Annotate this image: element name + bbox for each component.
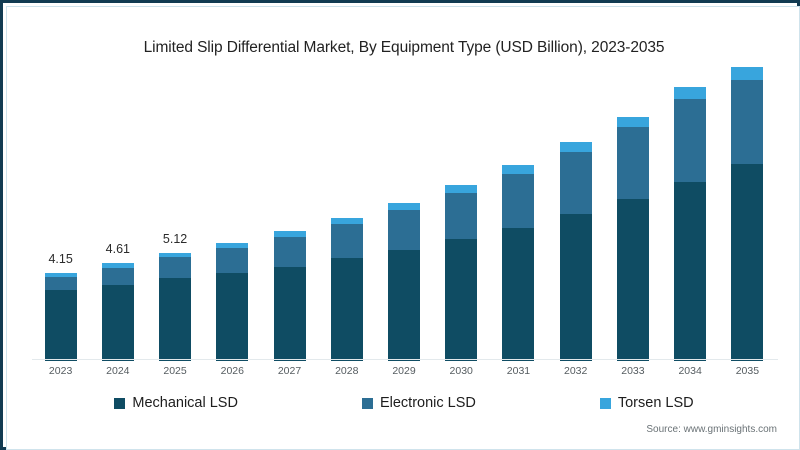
bar-stack — [388, 202, 420, 361]
bar-segment — [731, 66, 764, 80]
bar-segment — [674, 98, 707, 183]
bar-stack — [273, 231, 306, 361]
bar-segment — [445, 192, 478, 240]
x-axis-tick: 2027 — [277, 365, 302, 377]
bar-segment — [731, 164, 764, 361]
bar-group — [378, 69, 430, 361]
bar-group — [492, 69, 544, 361]
bar-segment — [616, 199, 649, 361]
x-axis-tick: 2025 — [163, 365, 187, 377]
legend-item[interactable]: Torsen LSD — [599, 395, 694, 411]
bar-segment — [559, 151, 592, 214]
bar-stack — [159, 252, 192, 361]
bar-segment — [159, 252, 192, 258]
legend-swatch-icon — [599, 397, 611, 409]
bar-stack — [674, 87, 707, 361]
legend-label: Torsen LSD — [617, 395, 694, 411]
bar-segment — [559, 142, 592, 152]
bar-value-label: 5.12 — [162, 231, 188, 246]
bar-segment — [101, 263, 134, 268]
bar-segment — [159, 278, 192, 361]
bar-group — [721, 66, 773, 361]
x-axis-tick: 2028 — [335, 365, 359, 377]
legend-label: Electronic LSD — [379, 395, 476, 411]
legend-label: Mechanical LSD — [132, 395, 238, 411]
bar-segment — [330, 258, 363, 361]
x-axis-tick: 2029 — [392, 365, 416, 377]
bar-value-label: 4.61 — [105, 242, 131, 257]
bar-group — [264, 69, 316, 361]
bar-segment — [273, 266, 306, 361]
bar-group — [321, 69, 373, 361]
bar-segment — [330, 217, 363, 224]
bar-group — [664, 69, 716, 361]
x-axis-tick: 2026 — [220, 365, 244, 377]
bar-segment — [101, 284, 134, 361]
bar-segment — [502, 165, 535, 174]
x-axis-tick: 2024 — [106, 365, 130, 377]
x-axis-tick: 2033 — [621, 365, 645, 377]
bar-segment — [273, 231, 306, 238]
bar-segment — [616, 127, 649, 200]
bar-stack — [731, 66, 764, 361]
bar-segment — [445, 239, 478, 361]
bar-segment — [216, 248, 249, 274]
bar-group — [149, 69, 201, 361]
x-axis-tick: 2035 — [735, 365, 760, 377]
bar-segment — [44, 290, 77, 361]
bar-stack — [216, 242, 249, 361]
bar-segment — [674, 87, 707, 99]
bar-stack — [445, 185, 478, 361]
bar-segment — [388, 249, 420, 361]
bar-stack — [559, 142, 592, 361]
axis-baseline — [32, 359, 778, 360]
bar-segment — [44, 273, 77, 278]
legend-swatch-icon — [114, 397, 126, 409]
bar-segment — [502, 173, 535, 228]
bar-segment — [273, 237, 306, 267]
bar-group — [206, 69, 258, 361]
legend-item[interactable]: Mechanical LSD — [114, 395, 238, 411]
chart-title: Limited Slip Differential Market, By Equ… — [143, 39, 665, 56]
legend-item[interactable]: Electronic LSD — [361, 395, 476, 411]
bar-segment — [559, 213, 592, 361]
bar-group — [35, 69, 87, 361]
bar-stack — [101, 263, 134, 361]
legend-swatch-icon — [361, 397, 373, 409]
x-axis-tick: 2032 — [564, 365, 588, 377]
bar-segment — [502, 227, 535, 361]
bar-stack — [44, 273, 77, 361]
plot-area — [32, 66, 776, 361]
bar-segment — [731, 79, 764, 165]
bar-group — [607, 69, 659, 361]
bar-stack — [616, 116, 649, 361]
bar-segment — [159, 257, 192, 279]
bar-segment — [445, 185, 478, 193]
bar-segment — [101, 267, 134, 285]
chart-legend: Mechanical LSD Electronic LSD Torsen LSD — [7, 395, 800, 411]
bar-segment — [216, 273, 249, 361]
bar-group — [435, 69, 487, 361]
bar-segment — [216, 242, 249, 249]
bar-segment — [44, 277, 77, 291]
bar-segment — [388, 202, 420, 210]
bar-value-label: 4.15 — [48, 252, 73, 267]
bar-segment — [388, 209, 420, 250]
bar-stack — [330, 217, 363, 361]
x-axis-tick: 2034 — [678, 365, 702, 377]
bar-group — [550, 69, 602, 361]
bar-segment — [674, 182, 707, 361]
bar-segment — [330, 223, 363, 259]
x-axis-tick: 2023 — [48, 365, 73, 377]
bar-group — [92, 69, 144, 361]
chart-canvas: Limited Slip Differential Market, By Equ… — [6, 6, 800, 450]
source-attribution: Source: www.gminsights.com — [646, 424, 777, 435]
bar-stack — [502, 165, 535, 361]
bar-segment — [616, 116, 649, 128]
x-axis-tick: 2031 — [506, 365, 531, 377]
x-axis-tick: 2030 — [449, 365, 473, 377]
